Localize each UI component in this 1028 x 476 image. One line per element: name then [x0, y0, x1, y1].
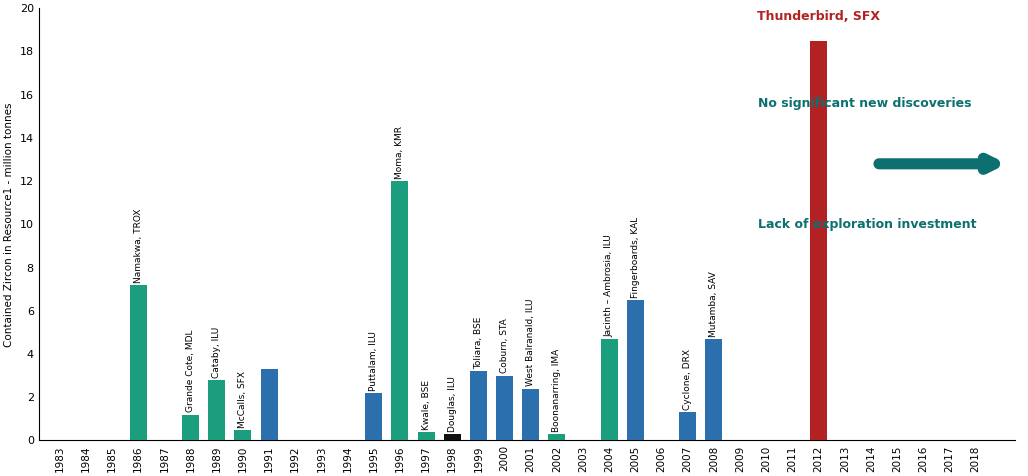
Text: Moma, KMR: Moma, KMR [396, 126, 404, 179]
Text: Lack of exploration investment: Lack of exploration investment [758, 218, 977, 231]
Bar [130, 285, 147, 440]
Text: Fingerboards, KAL: Fingerboards, KAL [631, 217, 639, 298]
Bar [680, 412, 696, 440]
Bar [627, 300, 644, 440]
Text: McCalls, SFX: McCalls, SFX [238, 370, 248, 427]
Text: Douglas, ILU: Douglas, ILU [448, 376, 456, 432]
Text: Puttalam, ILU: Puttalam, ILU [369, 331, 378, 391]
Bar [234, 430, 251, 440]
Bar [260, 369, 278, 440]
Text: Cataby, ILU: Cataby, ILU [212, 327, 221, 378]
Text: Toliara, BSE: Toliara, BSE [474, 317, 483, 369]
Y-axis label: Contained Zircon in Resource1 - million tonnes: Contained Zircon in Resource1 - million … [4, 102, 14, 347]
Text: Grande Cote, MDL: Grande Cote, MDL [186, 330, 195, 412]
Text: Coburn, STA: Coburn, STA [500, 319, 509, 374]
Bar [182, 415, 199, 440]
Bar [470, 371, 487, 440]
Text: Namakwa, TROX: Namakwa, TROX [134, 208, 143, 283]
Bar [600, 339, 618, 440]
Text: Jacinth – Ambrosia, ILU: Jacinth – Ambrosia, ILU [604, 234, 614, 337]
Bar [497, 376, 513, 440]
Bar [522, 388, 540, 440]
Text: No significant new discoveries: No significant new discoveries [758, 97, 971, 110]
Bar [444, 434, 461, 440]
Bar [365, 393, 382, 440]
Text: West Balranald, ILU: West Balranald, ILU [526, 299, 536, 387]
Bar [810, 40, 828, 440]
Bar [705, 339, 723, 440]
Text: Kwale, BSE: Kwale, BSE [421, 380, 431, 430]
Bar [548, 434, 565, 440]
Text: Thunderbird, SFX: Thunderbird, SFX [757, 10, 880, 23]
Text: Cyclone, DRX: Cyclone, DRX [684, 349, 692, 410]
Text: Boonanarring, IMA: Boonanarring, IMA [552, 348, 561, 432]
Bar [208, 380, 225, 440]
Bar [392, 181, 408, 440]
Text: Mutamba, SAV: Mutamba, SAV [709, 271, 719, 337]
Bar [417, 432, 435, 440]
